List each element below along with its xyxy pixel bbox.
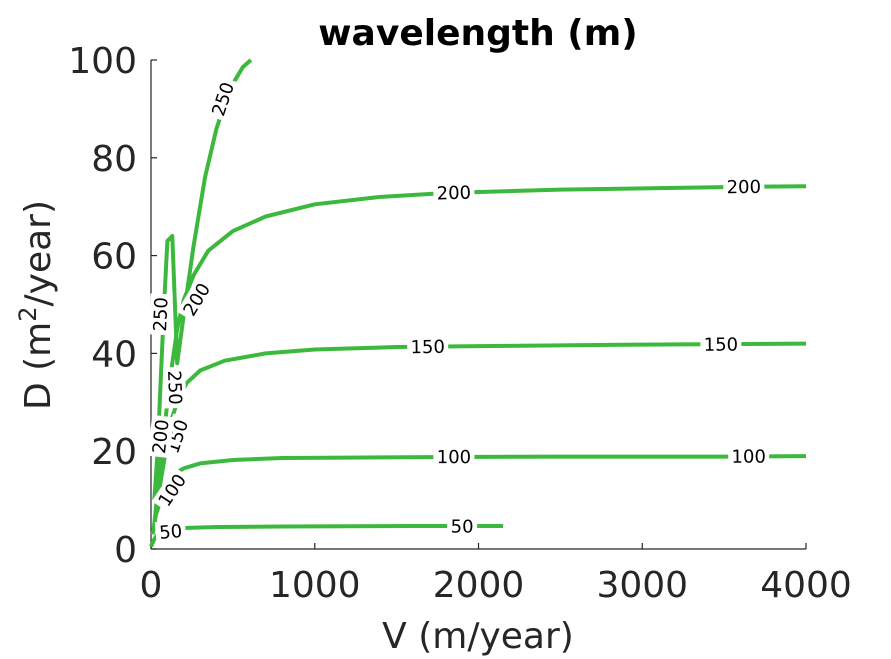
- x-tick-group: 0 1000 2000 3000 4000: [140, 543, 852, 606]
- contour-line-150: [152, 341, 807, 525]
- contour-label-text: 250: [163, 370, 185, 405]
- contour-label-50: 50: [154, 519, 187, 545]
- contour-lines: [149, 58, 807, 548]
- contour-label-gap: [206, 76, 241, 123]
- y-tick-label: 0: [114, 530, 137, 571]
- contour-label-250: 250: [162, 366, 187, 409]
- contour-label-gap: [162, 366, 187, 409]
- y-axis-label: D (m2/year): [14, 200, 59, 410]
- contour-line-100: [150, 454, 807, 535]
- y-tick-group: 0 20 40 60 80 100: [68, 41, 157, 571]
- contour-label-gap: [700, 333, 742, 356]
- contour-label-gap: [154, 519, 187, 545]
- contour-label-text: 250: [150, 297, 173, 332]
- contour-label-gap: [447, 515, 478, 538]
- contour-label-text: 150: [704, 335, 738, 356]
- contour-label-100: 100: [433, 446, 475, 469]
- y-tick-label: 40: [91, 334, 137, 375]
- contour-label-100: 100: [728, 445, 770, 468]
- contour-label-200: 200: [723, 175, 765, 199]
- axes: [150, 60, 806, 550]
- contour-label-gap: [147, 414, 175, 459]
- contour-label-text: 100: [437, 447, 471, 468]
- contour-label-text: 50: [451, 517, 474, 538]
- contour-label-text: 50: [158, 521, 183, 544]
- contour-label-gap: [148, 293, 173, 336]
- x-tick-label: 4000: [760, 565, 852, 606]
- x-axis-label: V (m/year): [382, 616, 574, 657]
- contour-label-gap: [728, 445, 770, 468]
- contour-label-gap: [433, 181, 475, 205]
- y-tick-label: 100: [68, 41, 137, 82]
- x-tick-label: 2000: [433, 565, 525, 606]
- contour-label-text: 150: [410, 337, 445, 358]
- x-tick-label: 0: [140, 565, 163, 606]
- contour-label-250: 250: [148, 293, 173, 336]
- contour-label-50: 50: [447, 515, 478, 538]
- contour-label-200: 200: [433, 181, 475, 205]
- contour-label-150: 150: [700, 333, 742, 356]
- y-tick-label: 60: [91, 237, 137, 278]
- contour-label-gap: [176, 276, 217, 323]
- x-tick-label: 3000: [596, 565, 688, 606]
- contour-label-text: 200: [726, 177, 761, 198]
- contour-label-gap: [723, 175, 765, 199]
- contour-label-gap: [433, 446, 475, 469]
- contour-label-150: 150: [407, 335, 449, 359]
- contour-label-text: 100: [731, 447, 765, 468]
- contour-label-text: 250: [208, 80, 239, 119]
- contour-label-250: 250: [206, 76, 241, 123]
- contour-label-text: 200: [436, 182, 471, 204]
- y-tick-label: 20: [91, 432, 137, 473]
- contour-label-gap: [151, 467, 193, 514]
- y-tick-label: 80: [91, 139, 137, 180]
- contour-label-gap: [407, 335, 449, 359]
- x-tick-label: 1000: [269, 565, 361, 606]
- chart-title: wavelength (m): [318, 13, 637, 54]
- contour-label-text: 200: [149, 418, 174, 454]
- contour-label-200: 200: [147, 414, 175, 459]
